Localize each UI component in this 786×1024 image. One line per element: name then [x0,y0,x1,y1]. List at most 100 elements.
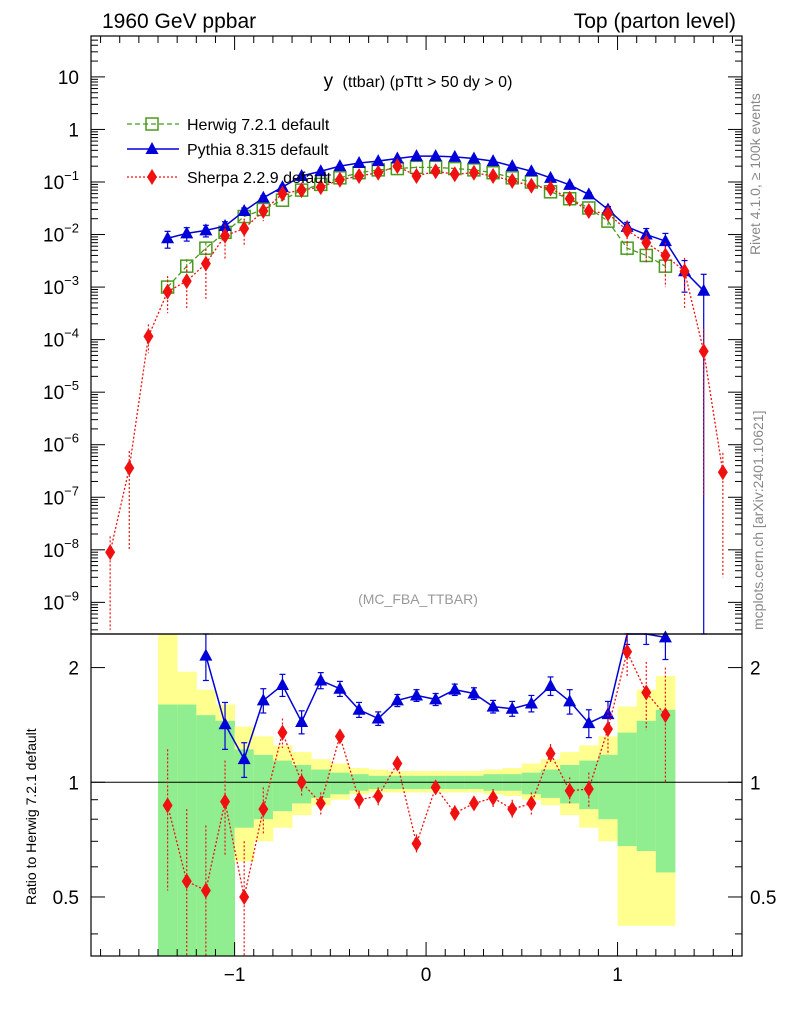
band-inner [311,769,331,798]
data-point [334,171,345,188]
data-point [449,805,460,822]
ratio-uncertainty-bands [91,634,742,956]
data-point [124,460,135,477]
xtick-label: −1 [224,965,246,986]
main-ytick-label: 10−4 [43,326,79,352]
data-point [161,231,175,244]
main-ytick-exponent: −1 [64,168,79,183]
data-point [199,648,213,661]
main-ytick-exponent: −6 [64,431,79,446]
data-point [524,696,538,709]
band-inner [521,772,542,795]
data-point [143,328,154,345]
band-inner [234,749,255,828]
data-point [429,692,443,705]
data-point [544,678,558,691]
data-point [507,172,518,189]
data-point [658,234,672,247]
data-point [411,835,422,852]
ratio-frame [90,633,743,957]
ratio-ytick-label-right: 0.5 [750,888,776,909]
data-point [563,177,577,190]
data-point [430,163,441,180]
data-point [717,464,728,481]
band-inner [330,772,350,795]
data-point [315,179,326,196]
main-ytick-base: 10 [43,383,64,404]
data-point [563,694,577,707]
data-point [392,755,403,772]
data-point [622,643,633,660]
data-point [583,203,594,220]
band-inner [655,709,676,873]
data-point [181,273,192,290]
data-point [239,888,250,905]
data-point [315,795,326,812]
data-point [390,151,404,164]
data-point [354,167,365,184]
data-point [410,149,423,162]
data-point [505,701,519,714]
data-point [658,630,672,643]
band-inner [253,754,274,820]
data-point [352,155,366,168]
data-point [679,263,690,280]
data-point [237,204,251,217]
main-ytick-label: 1 [68,120,79,141]
main-ytick-base: 10 [43,331,64,352]
main-ytick-exponent: −2 [64,221,79,236]
data-point [582,187,596,200]
ratio-ytick-label-left: 2 [68,659,79,680]
data-point [354,791,365,808]
data-point [449,166,460,183]
data-point [468,795,479,812]
main-ytick-base: 10 [43,436,64,457]
data-point [507,801,518,818]
data-point [314,673,328,686]
data-point [698,343,709,360]
data-point [601,707,615,720]
data-point [277,185,288,202]
data-point [295,168,309,181]
data-point [544,170,558,183]
xtick-label: 0 [421,965,432,986]
data-point [200,255,211,272]
data-point [545,745,556,762]
main-ytick-label: 10 [58,68,79,89]
main-ytick-label: 10−9 [43,588,79,614]
data-point [218,717,232,730]
data-point [697,283,711,296]
legend-label-pythia: Pythia 8.315 default [187,142,329,159]
main-ytick-exponent: −9 [64,588,79,603]
data-point [448,149,462,162]
chart-title-main: y [324,71,334,92]
data-point [352,702,366,715]
main-ytick-base: 1 [68,120,79,141]
data-point [564,782,575,799]
data-point [256,693,270,706]
main-ytick-label: 10−2 [43,221,79,247]
main-ytick-exponent: −4 [64,326,79,341]
header-right: Top (parton level) [574,10,736,33]
data-point [333,681,347,694]
xtick-label: 1 [612,965,623,986]
data-point [258,203,269,220]
band-inner [540,769,561,798]
band-inner [598,754,618,820]
data-point [602,720,613,737]
data-point [660,247,671,264]
data-point [275,678,289,691]
band-inner [272,760,293,812]
data-point [660,707,671,724]
legend-label-herwig: Herwig 7.2.1 default [187,117,330,134]
axes-frames [90,35,743,957]
data-point [429,149,443,162]
data-point [582,716,596,729]
data-point [545,180,556,197]
data-point [295,714,309,727]
data-point [468,164,479,181]
main-ytick-base: 10 [43,488,64,509]
main-ytick-base: 10 [43,593,64,614]
legend-marker-herwig [145,117,159,131]
